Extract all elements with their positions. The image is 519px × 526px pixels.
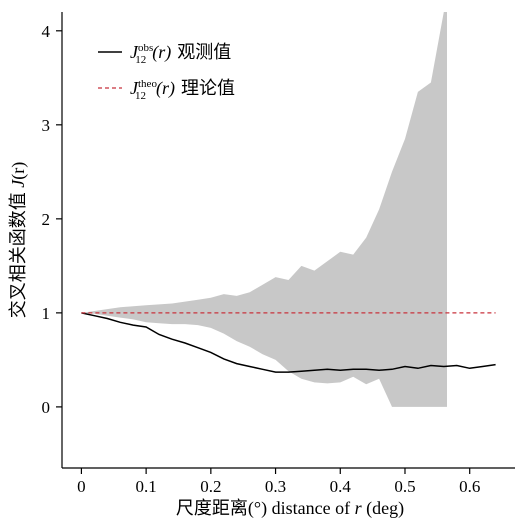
legend: Jobs 12 (r) 观测值 Jtheo 12 (r) 理论值	[98, 42, 235, 102]
series-line-obs	[81, 312, 496, 373]
y-tick-label: 0	[42, 398, 51, 417]
legend-obs-label: Jobs 12 (r) 观测值	[130, 42, 231, 66]
x-tick-label: 0	[77, 477, 86, 496]
x-tick-label: 0.4	[330, 477, 352, 496]
x-tick-label: 0.2	[200, 477, 221, 496]
x-tick-label: 0.5	[394, 477, 415, 496]
x-tick-label: 0.3	[265, 477, 286, 496]
y-tick-label: 3	[42, 116, 51, 135]
confidence-envelope	[81, 12, 448, 407]
x-axis-label: 尺度距离(°) distance of r (deg)	[176, 498, 404, 519]
y-tick-label: 2	[42, 210, 51, 229]
x-tick-label: 0.1	[136, 477, 157, 496]
y-tick-label: 1	[42, 304, 51, 323]
x-tick-label: 0.6	[459, 477, 480, 496]
y-tick-label: 4	[42, 22, 51, 41]
legend-theo-label: Jtheo 12 (r) 理论值	[130, 78, 235, 102]
y-axis-label: 交叉相关函数值 J(r)	[8, 162, 29, 318]
